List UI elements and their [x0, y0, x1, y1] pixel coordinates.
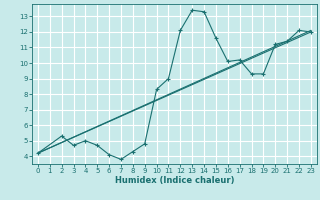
X-axis label: Humidex (Indice chaleur): Humidex (Indice chaleur)	[115, 176, 234, 185]
